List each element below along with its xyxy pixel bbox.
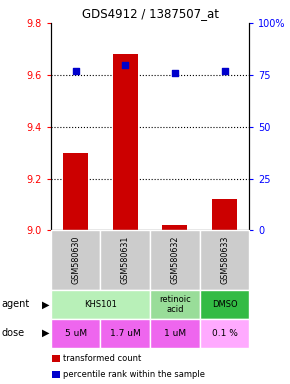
Text: dose: dose — [1, 328, 25, 338]
Text: GSM580631: GSM580631 — [121, 236, 130, 284]
Point — [173, 70, 177, 76]
Bar — [113, 54, 138, 230]
Text: transformed count: transformed count — [63, 354, 141, 363]
Point — [73, 68, 78, 74]
Text: GSM580633: GSM580633 — [220, 236, 229, 284]
Text: GSM580630: GSM580630 — [71, 236, 80, 284]
Bar — [63, 152, 88, 230]
Point — [123, 61, 128, 68]
Text: 0.1 %: 0.1 % — [212, 329, 238, 338]
Bar — [212, 199, 237, 230]
Text: agent: agent — [1, 299, 30, 310]
Title: GDS4912 / 1387507_at: GDS4912 / 1387507_at — [81, 7, 219, 20]
Bar — [162, 225, 187, 230]
Text: DMSO: DMSO — [212, 300, 238, 309]
Point — [222, 68, 227, 74]
Text: 5 uM: 5 uM — [64, 329, 87, 338]
Text: 1 uM: 1 uM — [164, 329, 186, 338]
Text: KHS101: KHS101 — [84, 300, 117, 309]
Text: ▶: ▶ — [42, 328, 49, 338]
Text: GSM580632: GSM580632 — [171, 236, 180, 285]
Text: ▶: ▶ — [42, 299, 49, 310]
Text: 1.7 uM: 1.7 uM — [110, 329, 141, 338]
Text: retinoic
acid: retinoic acid — [159, 295, 191, 314]
Text: percentile rank within the sample: percentile rank within the sample — [63, 371, 205, 379]
